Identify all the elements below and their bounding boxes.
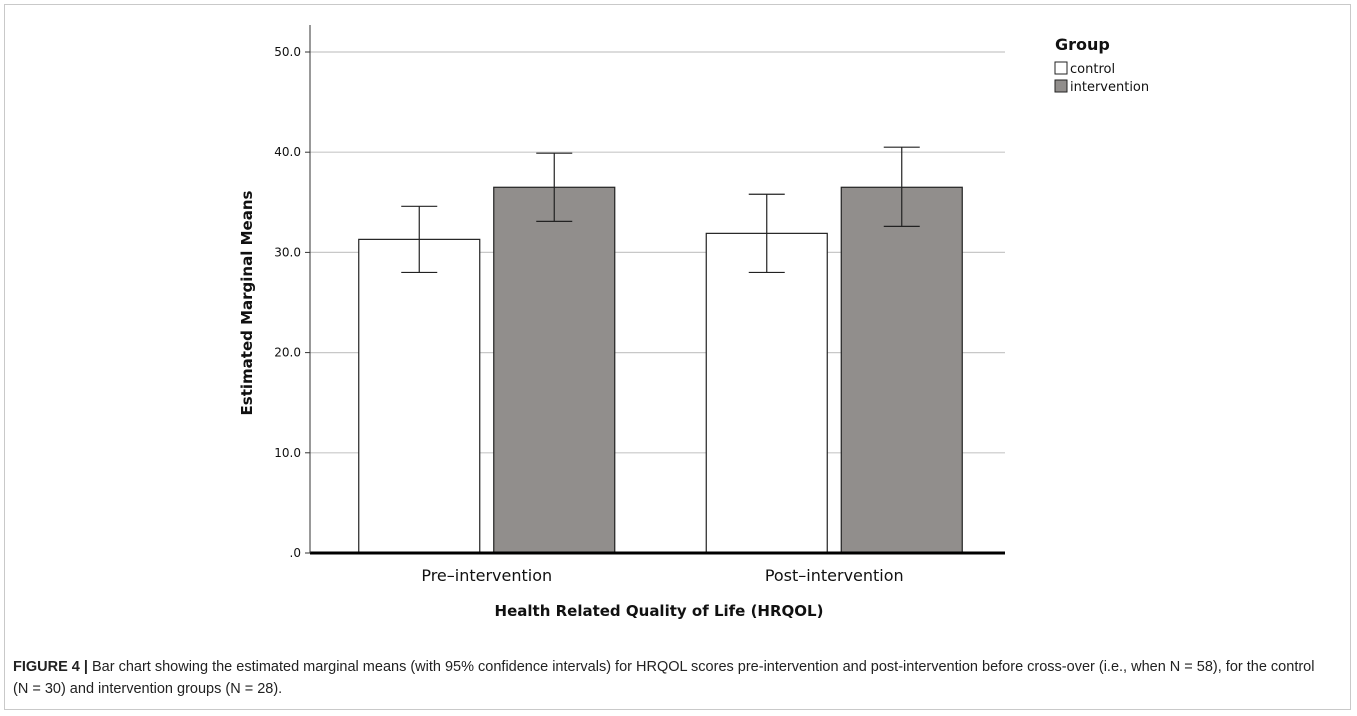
- figure-frame: [4, 4, 1351, 710]
- figure-caption: FIGURE 4 | Bar chart showing the estimat…: [13, 656, 1333, 700]
- bar-intervention-1: [493, 186, 616, 554]
- bar-intervention-2: [840, 186, 963, 554]
- category-label: Post–intervention: [765, 566, 904, 585]
- y-tick-label: 50.0: [274, 45, 301, 59]
- y-tick-label: 30.0: [274, 245, 301, 259]
- legend-swatch-control: [1054, 61, 1068, 75]
- category-labels: Pre–intervention Post–intervention: [421, 566, 903, 585]
- y-tick-label: 10.0: [274, 446, 301, 460]
- caption-text: Bar chart showing the estimated marginal…: [13, 659, 1315, 697]
- caption-label: FIGURE 4 |: [13, 659, 88, 675]
- legend-label-intervention: intervention: [1070, 80, 1149, 95]
- error-bars: [401, 146, 920, 274]
- y-tick-label: .0: [290, 546, 301, 560]
- legend-title: Group: [1055, 35, 1110, 54]
- y-tick-label: 20.0: [274, 346, 301, 360]
- x-axis-label: Health Related Quality of Life (HRQOL): [495, 602, 824, 620]
- bar-control-2: [705, 232, 828, 554]
- category-label: Pre–intervention: [421, 566, 552, 585]
- y-tick-labels: .0 10.0 20.0 30.0 40.0 50.0: [274, 45, 310, 560]
- bar-chart: .010.020.030.040.050.0 Pre–intervention P…: [238, 25, 1149, 620]
- legend-swatch-intervention: [1054, 79, 1068, 93]
- bar-control-1: [358, 238, 481, 554]
- y-axis-label: Estimated Marginal Means: [238, 191, 256, 416]
- legend-label-control: control: [1070, 62, 1115, 77]
- y-tick-label: 40.0: [274, 145, 301, 159]
- bars: [358, 186, 963, 554]
- legend: Group control intervention: [1054, 35, 1149, 95]
